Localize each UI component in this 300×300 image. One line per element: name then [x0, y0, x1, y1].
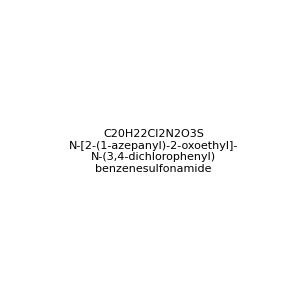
Text: C20H22Cl2N2O3S
N-[2-(1-azepanyl)-2-oxoethyl]-
N-(3,4-dichlorophenyl)
benzenesulf: C20H22Cl2N2O3S N-[2-(1-azepanyl)-2-oxoet…	[69, 129, 239, 174]
